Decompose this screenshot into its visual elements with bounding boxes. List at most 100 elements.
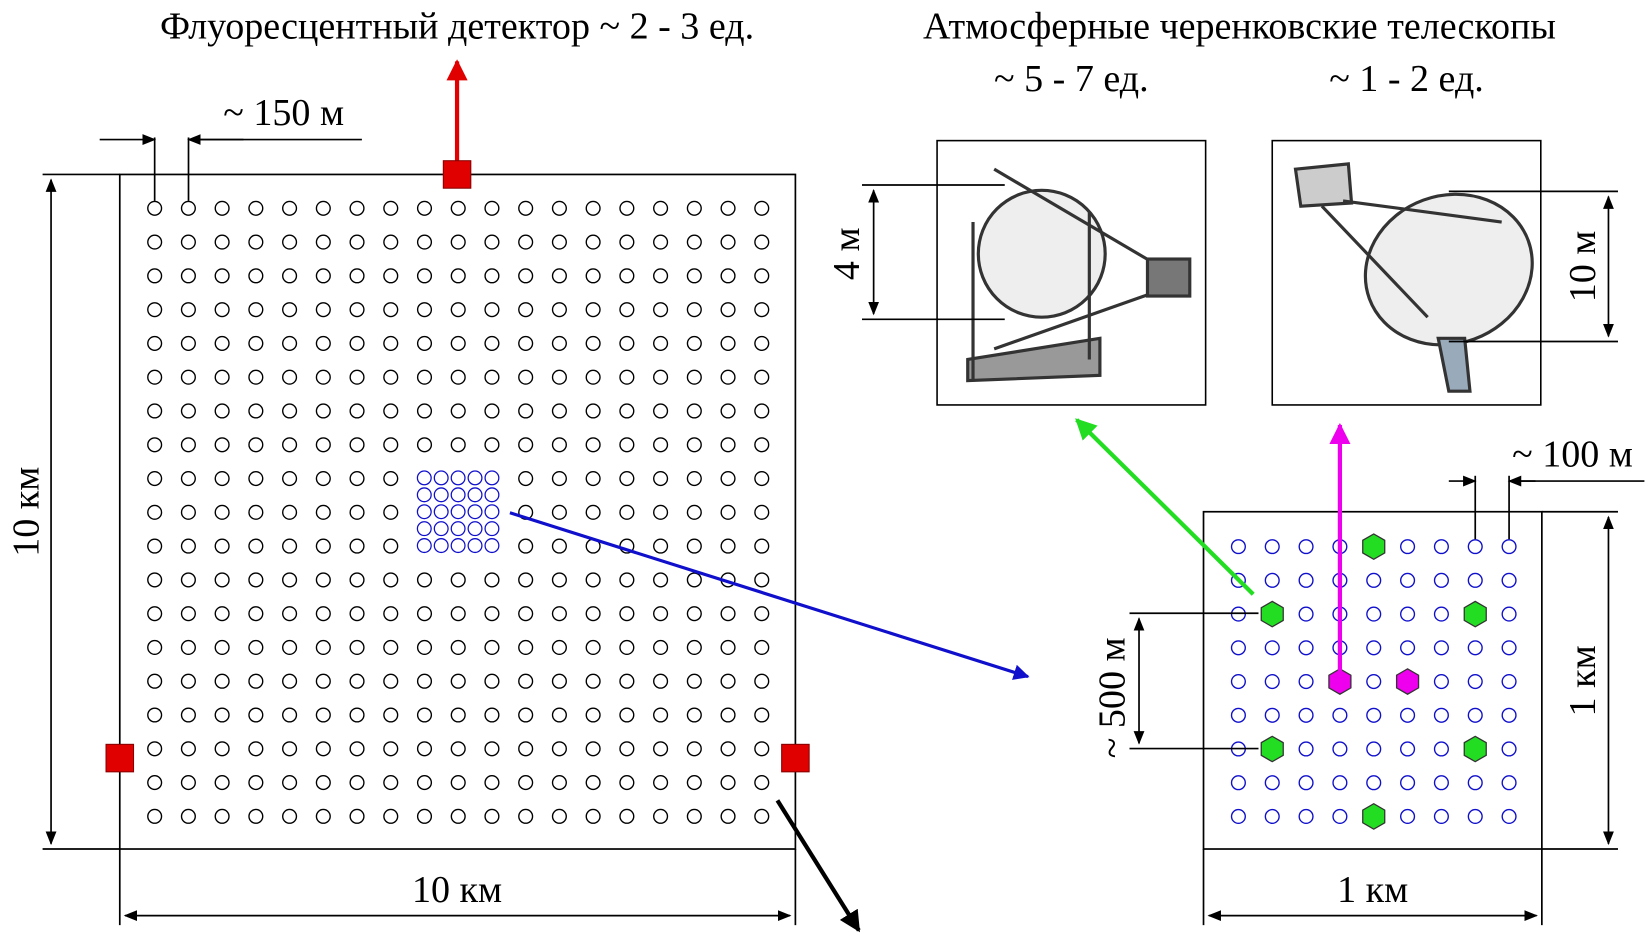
detector (350, 708, 364, 722)
detector (350, 776, 364, 790)
detector (755, 303, 769, 317)
detector (418, 404, 432, 418)
detector (418, 607, 432, 621)
detector (1299, 810, 1313, 824)
detector (316, 235, 330, 249)
detector (654, 438, 668, 452)
detector (316, 742, 330, 756)
detector (755, 337, 769, 351)
detector (418, 337, 432, 351)
detector (148, 370, 162, 384)
detector (182, 505, 196, 519)
detector (755, 370, 769, 384)
detector (384, 641, 398, 655)
detector (687, 235, 701, 249)
cluster-detector (434, 488, 448, 502)
cluster-detector (417, 522, 431, 536)
detector (755, 404, 769, 418)
detector (553, 269, 567, 283)
detector (485, 404, 499, 418)
detector (553, 607, 567, 621)
telescope (1261, 736, 1283, 761)
detector (384, 438, 398, 452)
detector (350, 505, 364, 519)
detector (249, 776, 263, 790)
detector (721, 641, 735, 655)
detector (148, 674, 162, 688)
detector (384, 776, 398, 790)
detector (553, 809, 567, 823)
detector (182, 472, 196, 486)
detector (755, 708, 769, 722)
detector (1299, 607, 1313, 621)
detector (148, 708, 162, 722)
detector (1265, 708, 1279, 722)
detector (283, 235, 297, 249)
detector (687, 641, 701, 655)
detector (148, 742, 162, 756)
detector (519, 641, 533, 655)
detector (620, 269, 634, 283)
cluster-detector (417, 471, 431, 485)
detector (1502, 607, 1516, 621)
cluster-detector (468, 505, 482, 519)
detector (148, 809, 162, 823)
detector (451, 809, 465, 823)
detector (755, 742, 769, 756)
detector (148, 269, 162, 283)
cluster-detector (451, 505, 465, 519)
detector (755, 607, 769, 621)
cluster-detector (468, 539, 482, 553)
detector (586, 776, 600, 790)
detector (1401, 708, 1415, 722)
detector (451, 370, 465, 384)
detector (654, 776, 668, 790)
detector (519, 539, 533, 553)
detector (148, 201, 162, 215)
detector (620, 674, 634, 688)
detector (1435, 742, 1449, 756)
detector (654, 337, 668, 351)
detector (249, 370, 263, 384)
detector (215, 472, 229, 486)
detector (283, 404, 297, 418)
cherenkov-label: Атмосферные черенковские телескопы (923, 5, 1556, 47)
detector (1401, 776, 1415, 790)
telescope (1464, 601, 1486, 626)
detector (586, 438, 600, 452)
detector (350, 742, 364, 756)
detector (350, 472, 364, 486)
detector (1299, 742, 1313, 756)
detector (1435, 810, 1449, 824)
detector (687, 269, 701, 283)
detector (553, 438, 567, 452)
detector (215, 573, 229, 587)
detector (316, 539, 330, 553)
detector (485, 201, 499, 215)
cluster-detector (485, 488, 499, 502)
detector (148, 539, 162, 553)
detector (451, 573, 465, 587)
detector (654, 607, 668, 621)
detector (249, 201, 263, 215)
detector (687, 539, 701, 553)
detector (384, 472, 398, 486)
detector (755, 674, 769, 688)
detector (1265, 573, 1279, 587)
detector (384, 573, 398, 587)
detector (485, 776, 499, 790)
detector (148, 438, 162, 452)
detector (148, 776, 162, 790)
detector (283, 472, 297, 486)
cluster-detector (434, 522, 448, 536)
detector (620, 607, 634, 621)
fluorescence-detector (443, 161, 470, 188)
detector (755, 776, 769, 790)
detector (553, 539, 567, 553)
detector (1435, 675, 1449, 689)
detector (687, 201, 701, 215)
detector (316, 337, 330, 351)
detector (586, 742, 600, 756)
cluster-spacing-label: ~ 100 м (1512, 434, 1633, 476)
detector (182, 303, 196, 317)
